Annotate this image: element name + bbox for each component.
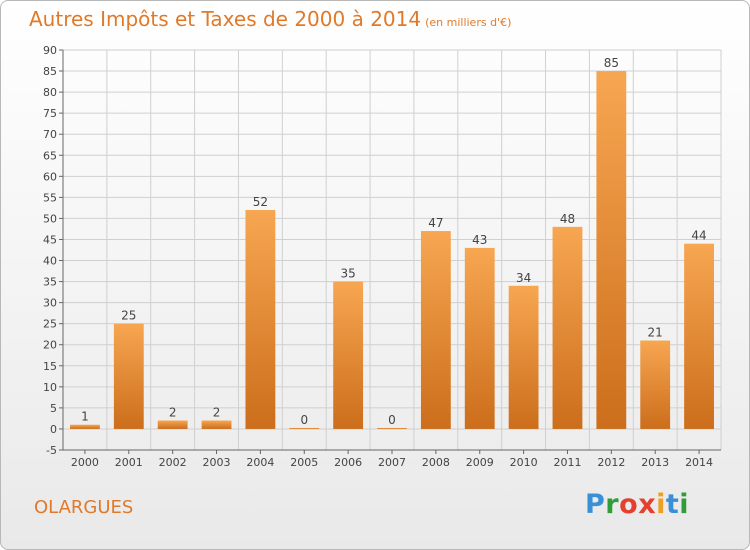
y-tick-label: 20	[43, 339, 57, 352]
data-label: 85	[604, 56, 619, 70]
y-tick-label: 75	[43, 107, 57, 120]
x-tick-label: 2013	[641, 456, 669, 469]
y-tick-label: 80	[43, 86, 57, 99]
x-tick-label: 2000	[71, 456, 99, 469]
data-label: 21	[648, 326, 663, 340]
town-name: OLARGUES	[34, 497, 134, 518]
bar[interactable]	[245, 210, 276, 429]
logo-letter: o	[619, 489, 639, 520]
bar[interactable]	[552, 226, 583, 429]
proxiti-logo[interactable]: Proxiti	[585, 489, 689, 520]
bar[interactable]	[113, 323, 144, 429]
chart-unit: (en milliers d'€)	[425, 16, 512, 29]
logo-letter: r	[605, 489, 620, 520]
y-tick-label: 30	[43, 297, 57, 310]
bar[interactable]	[640, 340, 671, 429]
x-tick-label: 2010	[510, 456, 538, 469]
y-tick-label: 25	[43, 318, 57, 331]
data-label: 0	[300, 413, 308, 427]
y-tick-label: 60	[43, 170, 57, 183]
bar[interactable]	[508, 285, 539, 429]
y-tick-label: 0	[50, 423, 57, 436]
data-label: 52	[253, 195, 268, 209]
data-label: 35	[340, 267, 355, 281]
y-tick-label: -5	[46, 444, 57, 457]
x-tick-label: 2009	[466, 456, 494, 469]
y-tick-label: 40	[43, 255, 57, 268]
y-tick-label: 10	[43, 381, 57, 394]
x-tick-label: 2007	[378, 456, 406, 469]
bar[interactable]	[464, 247, 495, 429]
data-label: 1	[81, 410, 89, 424]
bar[interactable]	[333, 281, 364, 429]
y-tick-label: 85	[43, 65, 57, 78]
data-label: 2	[169, 406, 177, 420]
x-tick-label: 2003	[203, 456, 231, 469]
data-label: 34	[516, 271, 531, 285]
logo-letter: x	[638, 489, 657, 520]
data-label: 44	[691, 229, 706, 243]
y-tick-label: 70	[43, 128, 57, 141]
x-tick-label: 2004	[246, 456, 274, 469]
x-tick-label: 2011	[553, 456, 581, 469]
x-tick-label: 2006	[334, 456, 362, 469]
logo-letter: i	[679, 489, 690, 520]
x-tick-label: 2012	[597, 456, 625, 469]
x-tick-label: 2008	[422, 456, 450, 469]
y-tick-label: 65	[43, 149, 57, 162]
x-tick-label: 2005	[290, 456, 318, 469]
logo-letter: t	[665, 489, 680, 520]
logo-letter: i	[656, 489, 666, 520]
x-tick-label: 2014	[685, 456, 713, 469]
y-tick-label: 35	[43, 276, 57, 289]
data-label: 0	[388, 413, 396, 427]
data-label: 48	[560, 212, 575, 226]
x-tick-label: 2002	[159, 456, 187, 469]
bar[interactable]	[157, 420, 188, 429]
y-tick-label: 50	[43, 212, 57, 225]
data-label: 47	[428, 216, 443, 230]
y-tick-label: 15	[43, 360, 57, 373]
bar[interactable]	[420, 231, 451, 429]
bar[interactable]	[377, 427, 407, 429]
logo-letter: P	[585, 489, 606, 520]
y-tick-label: 45	[43, 233, 57, 246]
data-label: 2	[213, 406, 221, 420]
axes: -505101520253035404550556065707580859020…	[43, 44, 721, 469]
bar[interactable]	[201, 420, 232, 429]
bar[interactable]	[684, 243, 714, 429]
y-tick-label: 90	[43, 44, 57, 57]
data-label: 25	[121, 309, 136, 323]
data-label: 43	[472, 233, 487, 247]
chart-title: Autres Impôts et Taxes de 2000 à 2014 (en…	[29, 7, 511, 31]
bar[interactable]	[596, 71, 627, 429]
chart-title-text: Autres Impôts et Taxes de 2000 à 2014	[29, 7, 422, 31]
bars	[70, 71, 714, 429]
x-tick-label: 2001	[115, 456, 143, 469]
y-tick-label: 55	[43, 191, 57, 204]
bar[interactable]	[289, 427, 320, 429]
y-tick-label: 5	[50, 402, 57, 415]
bar[interactable]	[70, 424, 100, 429]
